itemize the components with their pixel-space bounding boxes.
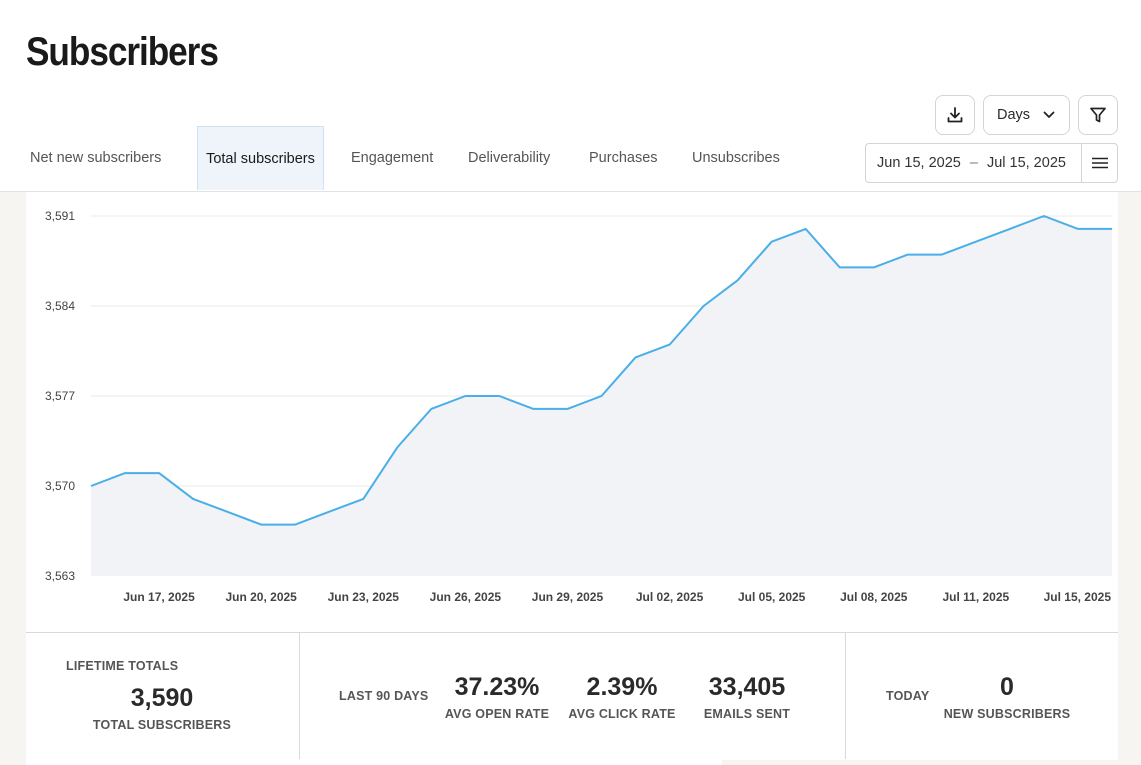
chart-panel: 3,563 3,570 3,577 3,584 3,591 Jun 17, 2025 Ju…: [26, 192, 1118, 632]
stats-divider: [845, 633, 846, 759]
y-tick-label: 3,584: [45, 299, 75, 313]
avg-click-rate-value: 2.39%: [586, 673, 658, 701]
tab-total-subscribers[interactable]: Total subscribers: [197, 126, 324, 190]
x-tick-label: Jul 15, 2025: [1044, 590, 1112, 604]
x-axis: Jun 17, 2025 Jun 20, 2025 Jun 23, 2025 Jun …: [123, 590, 1111, 604]
last-90-days-label: LAST 90 DAYS: [339, 689, 429, 703]
avg-open-rate-label: AVG OPEN RATE: [444, 707, 550, 721]
download-icon: [947, 107, 963, 123]
x-tick-label: Jun 20, 2025: [225, 590, 297, 604]
tab-unsubscribes[interactable]: Unsubscribes: [692, 150, 780, 166]
x-tick-label: Jul 08, 2025: [840, 590, 908, 604]
date-end: Jul 15, 2025: [986, 155, 1066, 171]
filter-icon: [1090, 107, 1106, 123]
avg-click-rate-label: AVG CLICK RATE: [568, 707, 676, 721]
date-menu-button[interactable]: [1081, 144, 1117, 182]
tab-engagement[interactable]: Engagement: [351, 150, 434, 166]
hamburger-menu-icon: [1091, 157, 1108, 169]
today-label: TODAY: [886, 689, 930, 703]
bottom-panel-edge: [26, 759, 722, 765]
date-range-picker: Jun 15, 2025– Jul 15, 2025: [865, 143, 1118, 183]
date-separator: –: [969, 155, 978, 171]
y-axis: 3,563 3,570 3,577 3,584 3,591: [45, 209, 75, 583]
interval-select[interactable]: Days: [983, 95, 1070, 135]
chart-series-line: [90, 215, 1112, 526]
x-tick-label: Jun 29, 2025: [532, 590, 604, 604]
stats-divider: [299, 633, 300, 759]
x-tick-label: Jul 11, 2025: [942, 590, 1009, 604]
y-tick-label: 3,591: [45, 209, 75, 223]
lifetime-total-value: 3,590: [130, 684, 194, 712]
new-subscribers-today-label: NEW SUBSCRIBERS: [943, 707, 1071, 721]
new-subscribers-today-value: 0: [1000, 673, 1014, 701]
page-title: Subscribers: [26, 30, 219, 74]
lifetime-total-sublabel: TOTAL SUBSCRIBERS: [92, 718, 232, 732]
date-start: Jun 15, 2025: [877, 155, 961, 171]
x-tick-label: Jun 17, 2025: [123, 590, 195, 604]
stats-panel: LIFETIME TOTALS 3,590 TOTAL SUBSCRIBERS …: [26, 632, 1118, 760]
tab-net-new-subscribers[interactable]: Net new subscribers: [30, 150, 162, 166]
emails-sent-label: EMAILS SENT: [703, 707, 791, 721]
avg-open-rate-value: 37.23%: [454, 673, 540, 701]
y-tick-label: 3,563: [45, 569, 75, 583]
interval-select-value: Days: [997, 107, 1031, 123]
lifetime-totals-label: LIFETIME TOTALS: [66, 659, 179, 673]
filter-button[interactable]: [1078, 95, 1118, 135]
emails-sent-value: 33,405: [708, 673, 786, 701]
download-button[interactable]: [935, 95, 975, 135]
x-tick-label: Jul 05, 2025: [738, 590, 806, 604]
tab-purchases[interactable]: Purchases: [589, 150, 658, 166]
x-tick-label: Jun 26, 2025: [430, 590, 502, 604]
header-area: Subscribers Net new subscribers Total su…: [0, 0, 1141, 192]
date-range-input[interactable]: Jun 15, 2025– Jul 15, 2025: [866, 155, 1081, 171]
y-tick-label: 3,577: [45, 389, 75, 403]
x-tick-label: Jun 23, 2025: [328, 590, 400, 604]
tab-deliverability[interactable]: Deliverability: [468, 150, 551, 166]
chevron-down-icon: [1043, 111, 1055, 118]
y-tick-label: 3,570: [45, 479, 75, 493]
x-tick-label: Jul 02, 2025: [636, 590, 704, 604]
